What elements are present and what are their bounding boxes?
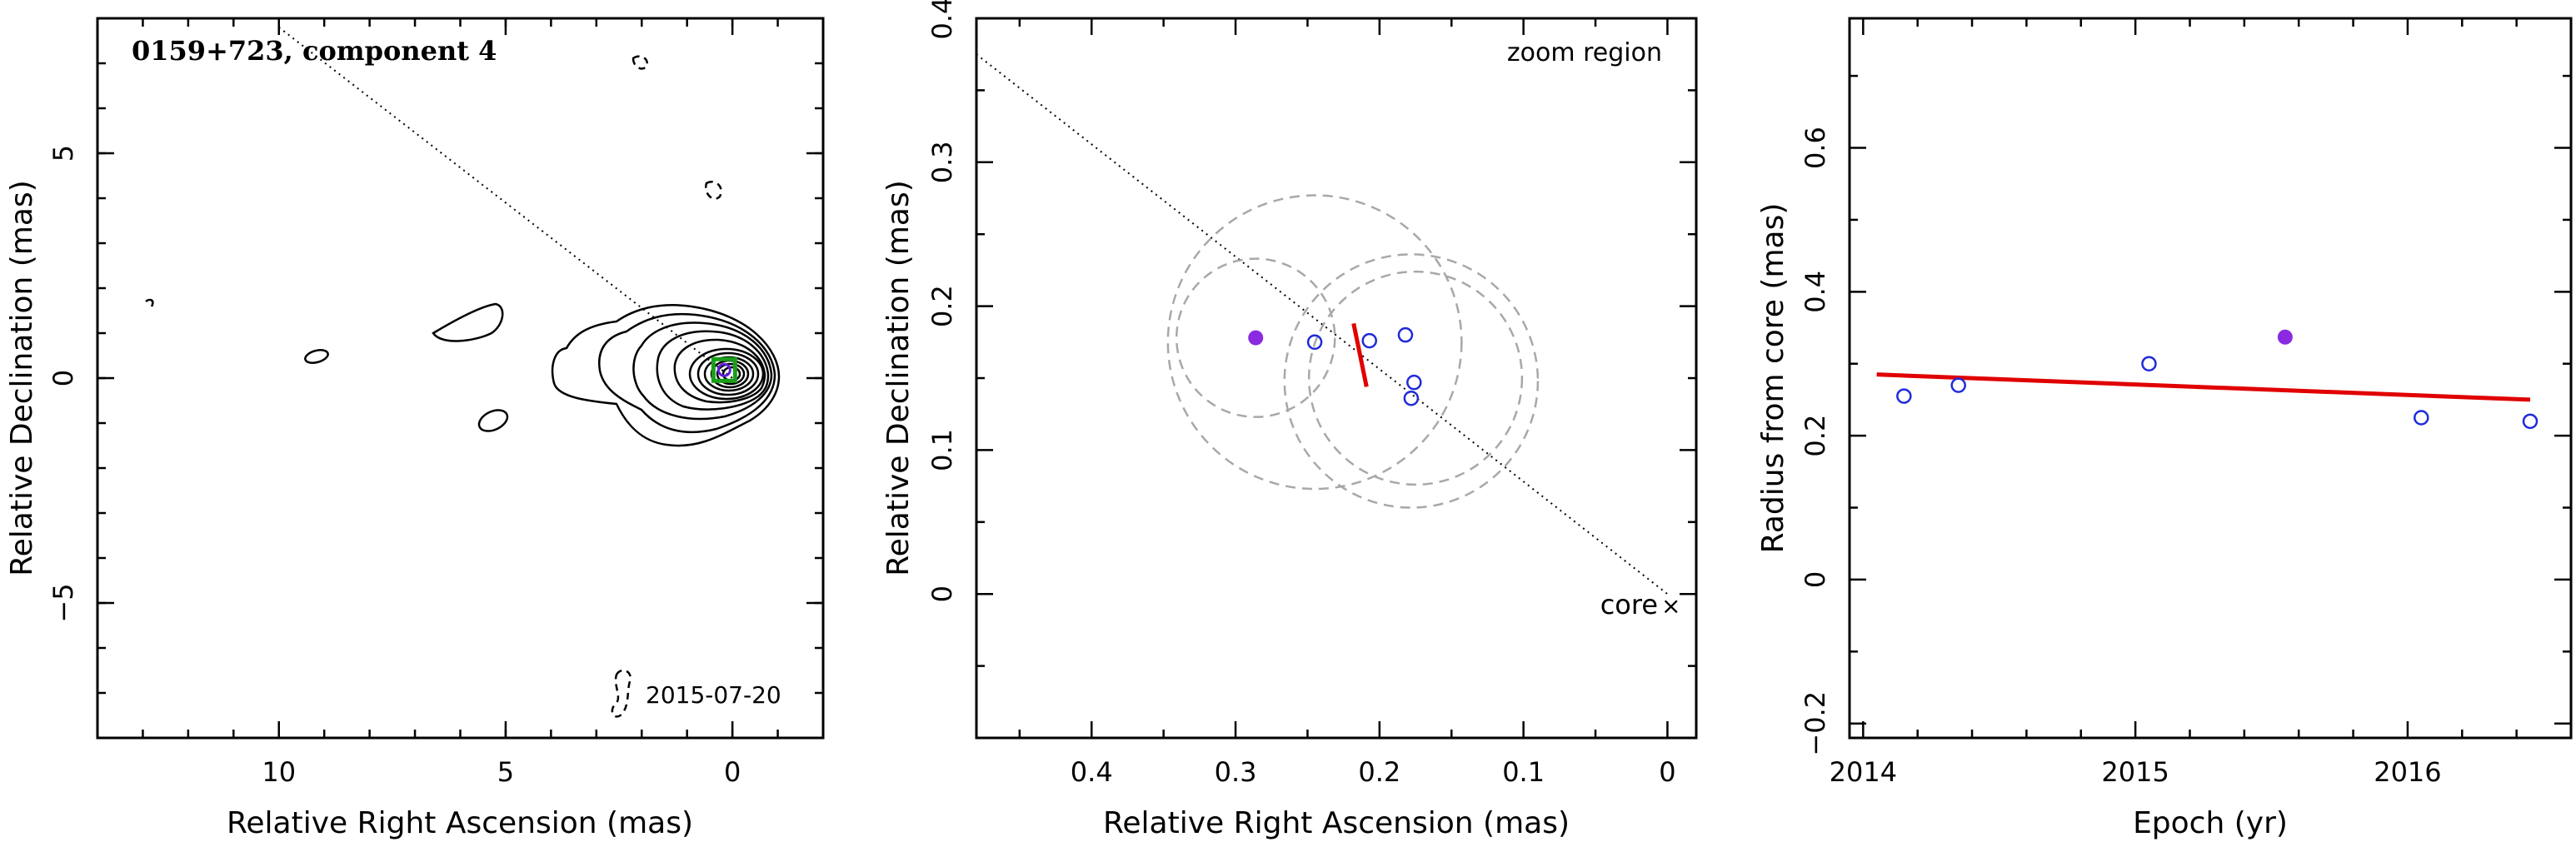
x-tick-label: 0 — [724, 756, 741, 788]
y-tick-label: 0.2 — [1800, 415, 1831, 457]
core-label: core — [1600, 589, 1658, 620]
axis-ticks: 0.4 0.3 0.2 0.1 0 0 0.1 0.2 0.3 0.4 — [926, 0, 1696, 788]
x-axis-label: Epoch (yr) — [2133, 806, 2288, 840]
contour-level-10 — [716, 362, 746, 386]
component-dot — [716, 362, 731, 377]
x-tick-label: 10 — [262, 756, 296, 788]
uncertainty-circles — [1166, 194, 1540, 509]
panel-contour-map: 10 5 0 5 0 −5 0159+723, component 4 2015-07-2… — [5, 17, 825, 840]
y-tick-label: −0.2 — [1800, 691, 1831, 756]
panel-zoom-region: 0.4 0.3 0.2 0.1 0 0 0.1 0.2 0.3 0.4 zoom region c… — [881, 0, 1698, 840]
highlighted-data-point — [1248, 330, 1264, 346]
contour-level-3 — [632, 321, 773, 421]
highlighted-data-point — [2277, 329, 2293, 345]
data-point — [1950, 377, 1966, 393]
fit-segment — [1351, 322, 1369, 387]
contour-level-5 — [673, 338, 766, 404]
contour-outer — [551, 303, 781, 447]
axis-frame — [1848, 17, 2573, 740]
contour-neg-2 — [704, 181, 722, 200]
x-tick-label: 5 — [497, 756, 514, 788]
y-axis-label: Relative Declination (mas) — [5, 180, 39, 576]
contour-blob-3 — [477, 409, 509, 432]
x-tick-label: 0.1 — [1502, 756, 1545, 788]
contour-blob-2 — [304, 349, 329, 364]
chart-title: 0159+723, component 4 — [132, 35, 497, 67]
y-axis-label: Radius from core (mas) — [1756, 203, 1790, 554]
y-tick-label: 0.1 — [926, 429, 958, 471]
y-tick-label: 0.6 — [1800, 127, 1831, 169]
contour-levels — [145, 55, 781, 718]
x-tick-label: 2015 — [2101, 756, 2169, 788]
x-tick-label: 2016 — [2374, 756, 2441, 788]
panel-radius-epoch: 2014 2015 2016 −0.2 0 0.2 0.4 0.6 Epoch (yr) Ra… — [1756, 17, 2573, 840]
zoom-plot-area — [976, 53, 1669, 595]
data-point — [1361, 332, 1377, 349]
contour-neg-1 — [632, 55, 649, 70]
y-tick-label: 0.4 — [1800, 271, 1831, 313]
direction-line — [976, 53, 1669, 595]
y-tick-label: 0.2 — [926, 285, 958, 327]
component-box — [711, 356, 737, 383]
date-label: 2015-07-20 — [646, 681, 781, 709]
contour-blob-1 — [432, 302, 504, 342]
fit-line — [1876, 372, 2531, 402]
contour-level-6 — [688, 347, 765, 401]
zoom-region-label: zoom region — [1507, 38, 1662, 67]
direction-line — [278, 27, 733, 379]
data-point — [1306, 334, 1323, 351]
core-marker: × — [1661, 592, 1680, 620]
axis-frame — [975, 17, 1698, 740]
data-point — [1403, 390, 1420, 406]
y-tick-label: 0.4 — [926, 0, 958, 39]
data-point — [2414, 410, 2429, 426]
x-tick-label: 0.2 — [1358, 756, 1400, 788]
y-tick-label: 0.3 — [926, 141, 958, 183]
data-point — [1406, 374, 1422, 391]
x-axis-label: Relative Right Ascension (mas) — [227, 806, 693, 840]
contour-level-2 — [598, 312, 776, 434]
y-tick-label: −5 — [47, 583, 79, 622]
y-axis-label: Relative Declination (mas) — [881, 180, 916, 576]
contour-neg-3 — [611, 669, 632, 718]
x-axis-label: Relative Right Ascension (mas) — [1103, 806, 1570, 840]
x-tick-label: 0.4 — [1071, 756, 1113, 788]
data-point — [2141, 356, 2157, 371]
axis-ticks: 2014 2015 2016 −0.2 0 0.2 0.4 0.6 — [1800, 18, 2571, 788]
x-tick-label: 0 — [1659, 756, 1675, 788]
uncertainty-circle — [1283, 253, 1540, 509]
contour-blob-4 — [145, 298, 154, 307]
y-tick-label: 0 — [926, 585, 958, 602]
contour-level-11 — [721, 366, 741, 382]
data-points — [1896, 329, 2539, 430]
y-tick-label: 0 — [47, 370, 79, 386]
y-tick-label: 0 — [1800, 571, 1831, 588]
uncertainty-circle — [1307, 270, 1524, 486]
component-marker — [711, 356, 737, 383]
contour-level-4 — [656, 330, 770, 411]
contour-plot-area — [145, 27, 781, 718]
x-tick-label: 2014 — [1830, 756, 1897, 788]
axis-ticks: 10 5 0 5 0 −5 — [47, 18, 823, 788]
contour-level-7 — [696, 351, 760, 396]
data-point — [1896, 388, 1912, 404]
uncertainty-circle — [1166, 194, 1463, 491]
data-point — [2522, 413, 2539, 430]
data-point — [1397, 326, 1414, 343]
data-points — [1248, 326, 1422, 406]
x-tick-label: 0.3 — [1215, 756, 1257, 788]
radius-plot-area — [1876, 329, 2539, 430]
y-tick-label: 5 — [47, 145, 79, 162]
uncertainty-circle — [1175, 257, 1336, 418]
